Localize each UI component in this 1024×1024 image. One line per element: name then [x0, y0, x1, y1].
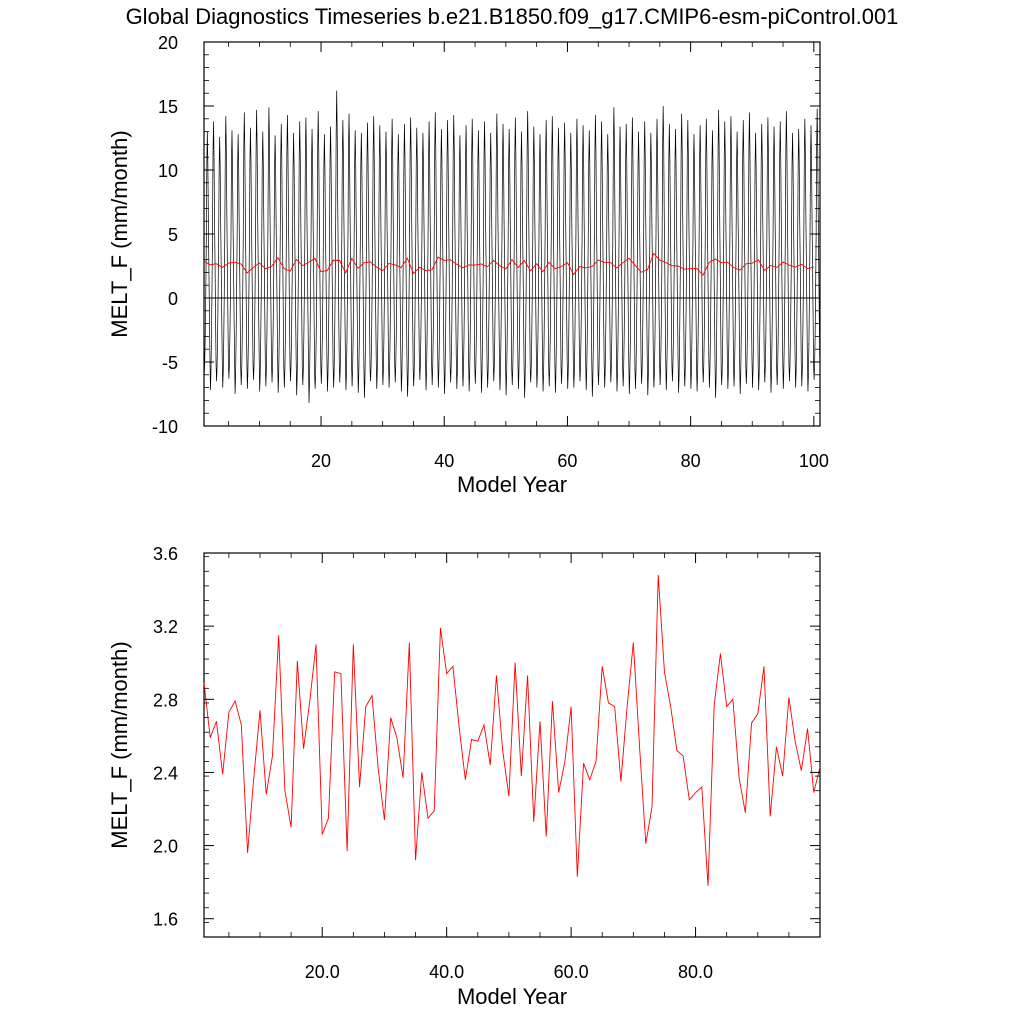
top-panel-series [203, 90, 821, 403]
bottom-y-tick-label: 2.8 [153, 690, 178, 710]
top-y-tick-label: 10 [158, 161, 178, 181]
bottom-x-tick-label: 60.0 [554, 962, 589, 982]
figure-title: Global Diagnostics Timeseries b.e21.B185… [126, 4, 899, 29]
bottom-x-tick-label: 40.0 [429, 962, 464, 982]
bottom-x-tick-label: 80.0 [678, 962, 713, 982]
bottom-panel-series [203, 574, 821, 886]
bottom-annual-mean-series-line [203, 574, 821, 886]
bottom-panel-annual-timeseries: 1.6 2.0 2.4 2.8 3.2 3.6 20.0 40.0 60.0 80.0 Model… [107, 544, 821, 1009]
top-x-tick-label: 40 [434, 451, 454, 471]
bottom-y-tick-label: 2.4 [153, 763, 178, 783]
bottom-y-tick-label: 2.0 [153, 837, 178, 857]
bottom-y-tick-label: 3.6 [153, 544, 178, 564]
top-x-tick-label: 60 [557, 451, 577, 471]
top-annual-mean-series-line [203, 252, 814, 277]
top-panel-x-axis-label: Model Year [457, 472, 567, 497]
top-y-tick-label: 20 [158, 33, 178, 53]
top-x-tick-label: 100 [799, 451, 829, 471]
top-x-tick-label: 20 [311, 451, 331, 471]
top-y-tick-label: 5 [168, 225, 178, 245]
bottom-panel-x-axis-label: Model Year [457, 984, 567, 1009]
top-x-tick-label: 80 [681, 451, 701, 471]
top-y-tick-label: 15 [158, 97, 178, 117]
bottom-y-tick-label: 3.2 [153, 617, 178, 637]
top-panel-y-axis-label: MELT_F (mm/month) [107, 130, 132, 337]
top-y-tick-label: -5 [162, 353, 178, 373]
bottom-plot-frame [203, 552, 821, 938]
top-panel-axes: -10 -5 0 5 10 15 20 20 40 60 80 100 [152, 33, 829, 471]
bottom-x-tick-label: 20.0 [305, 962, 340, 982]
bottom-y-tick-label: 1.6 [153, 910, 178, 930]
bottom-panel-y-axis-label: MELT_F (mm/month) [107, 641, 132, 848]
top-panel-monthly-timeseries: -10 -5 0 5 10 15 20 20 40 60 80 100 Model Year MELT… [107, 33, 829, 497]
bottom-panel-plot-area [203, 552, 821, 938]
top-y-tick-label: 0 [168, 289, 178, 309]
top-y-tick-label: -10 [152, 417, 178, 437]
top-monthly-series-line [203, 90, 821, 403]
bottom-panel-axes: 1.6 2.0 2.4 2.8 3.2 3.6 20.0 40.0 60.0 80.0 [153, 544, 820, 982]
